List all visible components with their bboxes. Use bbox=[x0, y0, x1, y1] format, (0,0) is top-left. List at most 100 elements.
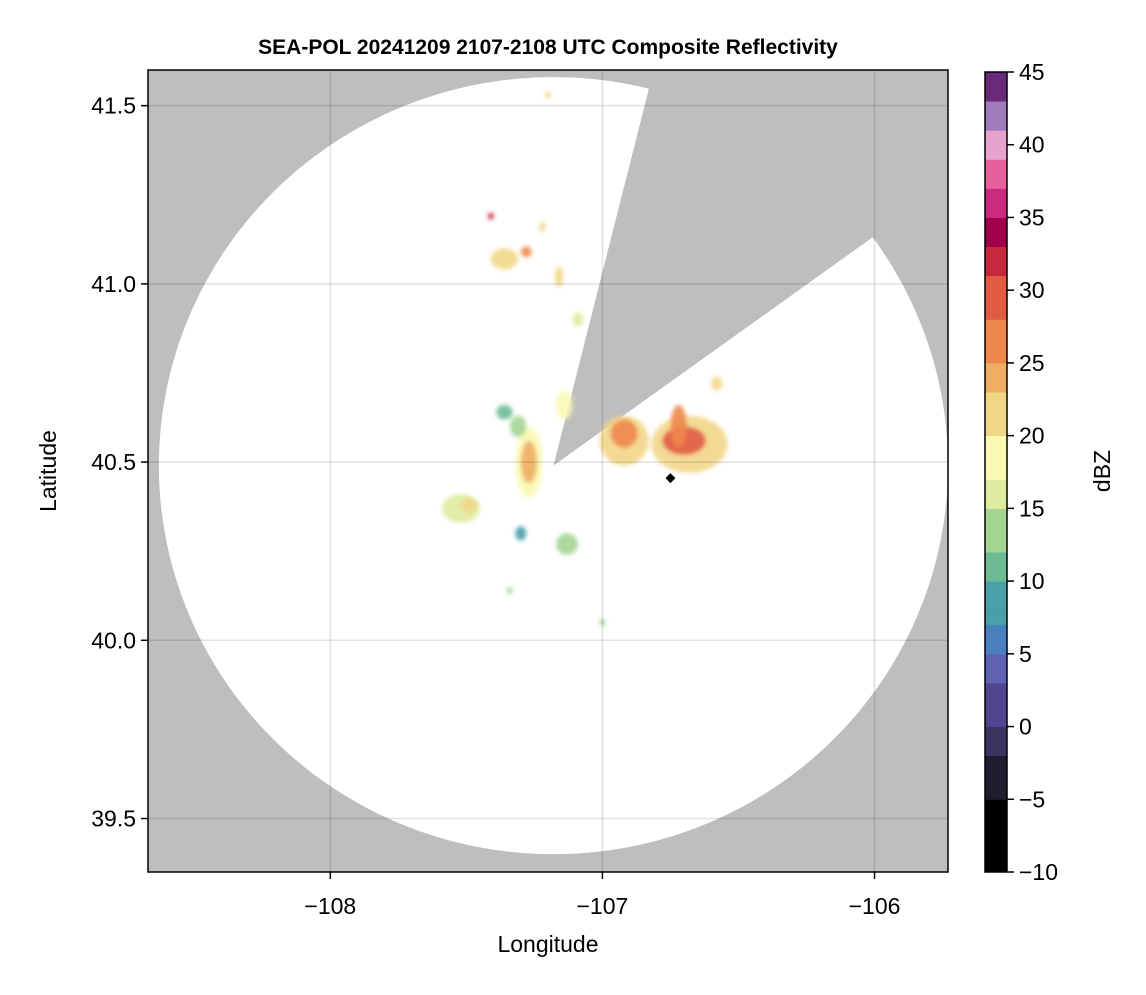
colorbar-bin bbox=[985, 639, 1007, 655]
echo-cell bbox=[711, 376, 723, 391]
colorbar-bin bbox=[985, 508, 1007, 524]
y-tick-label: 40.0 bbox=[91, 627, 136, 653]
echo-layer bbox=[441, 91, 728, 627]
echo-cell bbox=[539, 221, 546, 233]
plot-frame bbox=[147, 69, 949, 873]
colorbar-tick-label: 20 bbox=[1019, 423, 1045, 449]
colorbar-bin bbox=[985, 537, 1007, 553]
echo-cell bbox=[556, 533, 578, 555]
colorbar-tick-label: 40 bbox=[1019, 132, 1045, 158]
colorbar-tick-label: 35 bbox=[1019, 204, 1045, 230]
colorbar-bin bbox=[985, 406, 1007, 422]
colorbar-tick-label: 25 bbox=[1019, 350, 1045, 376]
colorbar-bin bbox=[985, 624, 1007, 640]
colorbar-tick-label: −10 bbox=[1019, 859, 1058, 885]
radar-coverage-area bbox=[158, 77, 948, 855]
chart-title: SEA-POL 20241209 2107-2108 UTC Composite… bbox=[258, 36, 838, 59]
colorbar-bin bbox=[985, 86, 1007, 102]
colorbar-bin bbox=[985, 450, 1007, 466]
colorbar-bin bbox=[985, 435, 1007, 451]
colorbar-bin bbox=[985, 72, 1007, 88]
colorbar-bin bbox=[985, 130, 1007, 146]
echo-cell bbox=[515, 526, 527, 541]
colorbar-bin bbox=[985, 842, 1007, 858]
colorbar-bin bbox=[985, 464, 1007, 480]
colorbar-bin bbox=[985, 712, 1007, 728]
colorbar-bin bbox=[985, 784, 1007, 800]
x-tick-label: −106 bbox=[849, 893, 901, 919]
colorbar-bin bbox=[985, 653, 1007, 669]
echo-cell bbox=[487, 212, 494, 220]
colorbar-frame bbox=[984, 71, 1008, 873]
y-tick-label: 39.5 bbox=[91, 806, 136, 832]
y-axis-label: Latitude bbox=[35, 430, 61, 512]
colorbar-bin bbox=[985, 333, 1007, 349]
colorbar-bin bbox=[985, 188, 1007, 204]
x-axis-label: Longitude bbox=[497, 931, 598, 957]
echo-cell bbox=[610, 419, 638, 448]
echo-cell bbox=[460, 497, 478, 512]
colorbar-bin bbox=[985, 202, 1007, 218]
colorbar-bin bbox=[985, 304, 1007, 320]
colorbar-tick-label: 30 bbox=[1019, 277, 1045, 303]
grid-lines bbox=[148, 70, 948, 872]
colorbar-bin bbox=[985, 115, 1007, 131]
colorbar-bin bbox=[985, 668, 1007, 684]
colorbar-bin bbox=[985, 755, 1007, 771]
colorbar-bin bbox=[985, 813, 1007, 829]
colorbar-bin bbox=[985, 682, 1007, 698]
echo-cell bbox=[520, 246, 532, 258]
colorbar-bin bbox=[985, 144, 1007, 160]
echo-cell bbox=[556, 390, 573, 420]
site-marker bbox=[665, 473, 676, 484]
x-tick-label: −108 bbox=[304, 893, 356, 919]
colorbar-bin bbox=[985, 421, 1007, 437]
y-tick-label: 41.5 bbox=[91, 93, 136, 119]
colorbar-bin bbox=[985, 159, 1007, 175]
colorbar-bin bbox=[985, 770, 1007, 786]
colorbar-bin bbox=[985, 377, 1007, 393]
x-tick-label: −107 bbox=[577, 893, 629, 919]
colorbar-bin bbox=[985, 581, 1007, 597]
colorbar-bin bbox=[985, 217, 1007, 233]
colorbar-bin bbox=[985, 246, 1007, 262]
colorbar-bin bbox=[985, 362, 1007, 378]
colorbar-tick-label: −5 bbox=[1019, 786, 1045, 812]
echo-cell bbox=[496, 405, 513, 420]
colorbar-bin bbox=[985, 828, 1007, 844]
colorbar-bin bbox=[985, 392, 1007, 408]
colorbar-bin bbox=[985, 566, 1007, 582]
colorbar-bin bbox=[985, 595, 1007, 611]
colorbar-bin bbox=[985, 741, 1007, 757]
colorbar-bin bbox=[985, 552, 1007, 568]
colorbar-bin bbox=[985, 101, 1007, 117]
echo-cell bbox=[670, 405, 687, 448]
echo-cell bbox=[545, 91, 551, 99]
colorbar-bin bbox=[985, 726, 1007, 742]
colorbar-bin bbox=[985, 610, 1007, 626]
colorbar-bin bbox=[985, 799, 1007, 815]
colorbar-tick-label: 0 bbox=[1019, 714, 1032, 740]
colorbar-bin bbox=[985, 857, 1007, 873]
colorbar-bin bbox=[985, 319, 1007, 335]
colorbar-bin bbox=[985, 290, 1007, 306]
y-tick-label: 40.5 bbox=[91, 449, 136, 475]
colorbar-bin bbox=[985, 479, 1007, 495]
colorbar-label: dBZ bbox=[1089, 450, 1115, 492]
y-tick-label: 41.0 bbox=[91, 271, 136, 297]
colorbar-bin bbox=[985, 493, 1007, 509]
echo-cell bbox=[506, 586, 513, 594]
echo-cell bbox=[599, 618, 606, 627]
echo-cell bbox=[509, 415, 527, 438]
colorbar-bin bbox=[985, 261, 1007, 277]
colorbar-bin bbox=[985, 173, 1007, 189]
echo-cell bbox=[520, 440, 538, 484]
colorbar-bin bbox=[985, 232, 1007, 248]
colorbar-bin bbox=[985, 348, 1007, 364]
echo-cell bbox=[490, 248, 519, 270]
colorbar-tick-label: 15 bbox=[1019, 495, 1045, 521]
colorbar-bin bbox=[985, 275, 1007, 291]
echo-cell bbox=[572, 312, 584, 327]
